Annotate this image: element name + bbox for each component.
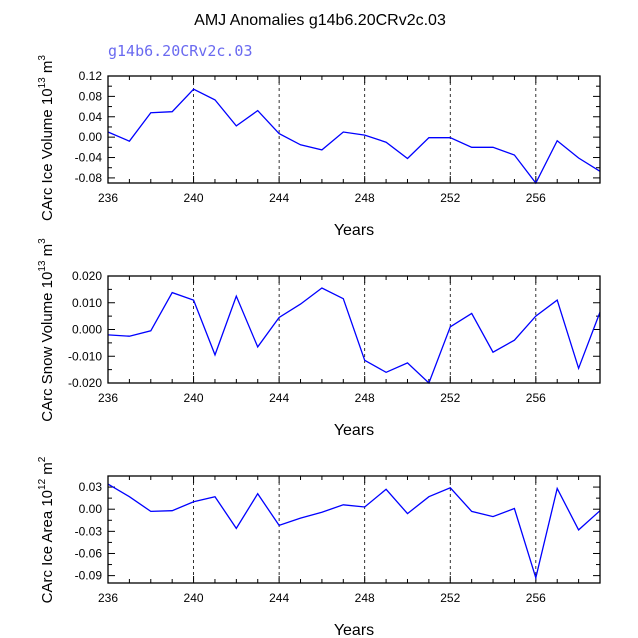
- x-tick-label: 256: [526, 191, 546, 205]
- y-axis-label: CArc Ice Volume 1013 m3: [37, 55, 56, 221]
- y-tick-label: -0.08: [75, 171, 103, 185]
- x-tick-label: 244: [269, 591, 289, 605]
- panel-ice-area: 0.03 0.00 -0.03 -0.06 -0.09 236 240 244 248 252 25…: [37, 456, 601, 638]
- x-tick-label: 248: [355, 191, 375, 205]
- x-tick-label: 244: [269, 391, 289, 405]
- y-tick-label: -0.010: [68, 349, 102, 363]
- x-tick-label: 248: [355, 591, 375, 605]
- figure-subtitle: g14b6.20CRv2c.03: [108, 42, 253, 60]
- x-axis-label: Years: [334, 622, 374, 638]
- y-tick-label: 0.020: [72, 269, 102, 283]
- x-tick-label: 240: [184, 391, 204, 405]
- x-tick-label: 240: [184, 191, 204, 205]
- y-tick-label: 0.03: [79, 480, 103, 494]
- x-tick-label: 236: [98, 591, 118, 605]
- y-tick-label: 0.00: [79, 502, 103, 516]
- x-tick-label: 248: [355, 391, 375, 405]
- x-axis-label: Years: [334, 222, 374, 239]
- x-tick-label: 236: [98, 391, 118, 405]
- x-tick-label: 256: [526, 391, 546, 405]
- x-tick-label: 240: [184, 591, 204, 605]
- y-tick-label: -0.020: [68, 376, 102, 390]
- y-tick-label: -0.06: [75, 546, 103, 560]
- y-tick-label: -0.09: [75, 569, 103, 583]
- x-tick-label: 236: [98, 191, 118, 205]
- y-tick-label: 0.08: [79, 89, 103, 103]
- x-tick-label: 256: [526, 591, 546, 605]
- x-tick-label: 244: [269, 191, 289, 205]
- y-tick-label: 0.00: [79, 130, 103, 144]
- y-axis-label: CArc Snow Volume 1013 m3: [37, 238, 56, 422]
- series-line: [107, 287, 601, 385]
- plot-frame: [107, 75, 601, 184]
- y-tick-label: 0.04: [79, 110, 103, 124]
- y-tick-label: 0.12: [79, 69, 103, 83]
- x-axis-label: Years: [334, 422, 374, 439]
- y-tick-label: 0.010: [72, 296, 102, 310]
- plot-frame: [107, 475, 601, 584]
- figure-title: AMJ Anomalies g14b6.20CRv2c.03: [194, 12, 446, 29]
- x-tick-label: 252: [440, 591, 460, 605]
- x-tick-label: 252: [440, 391, 460, 405]
- series-line: [107, 88, 601, 185]
- x-tick-label: 252: [440, 191, 460, 205]
- series-line: [107, 483, 601, 581]
- y-tick-label: 0.000: [72, 323, 102, 337]
- y-axis-label: CArc Ice Area 1012 m2: [37, 456, 56, 603]
- panel-ice-volume: 0.12 0.08 0.04 0.00 -0.04 -0.08 236 240 244 248 25…: [37, 55, 601, 239]
- y-tick-label: -0.03: [75, 524, 103, 538]
- y-tick-label: -0.04: [75, 151, 103, 165]
- plot-frame: [107, 275, 601, 384]
